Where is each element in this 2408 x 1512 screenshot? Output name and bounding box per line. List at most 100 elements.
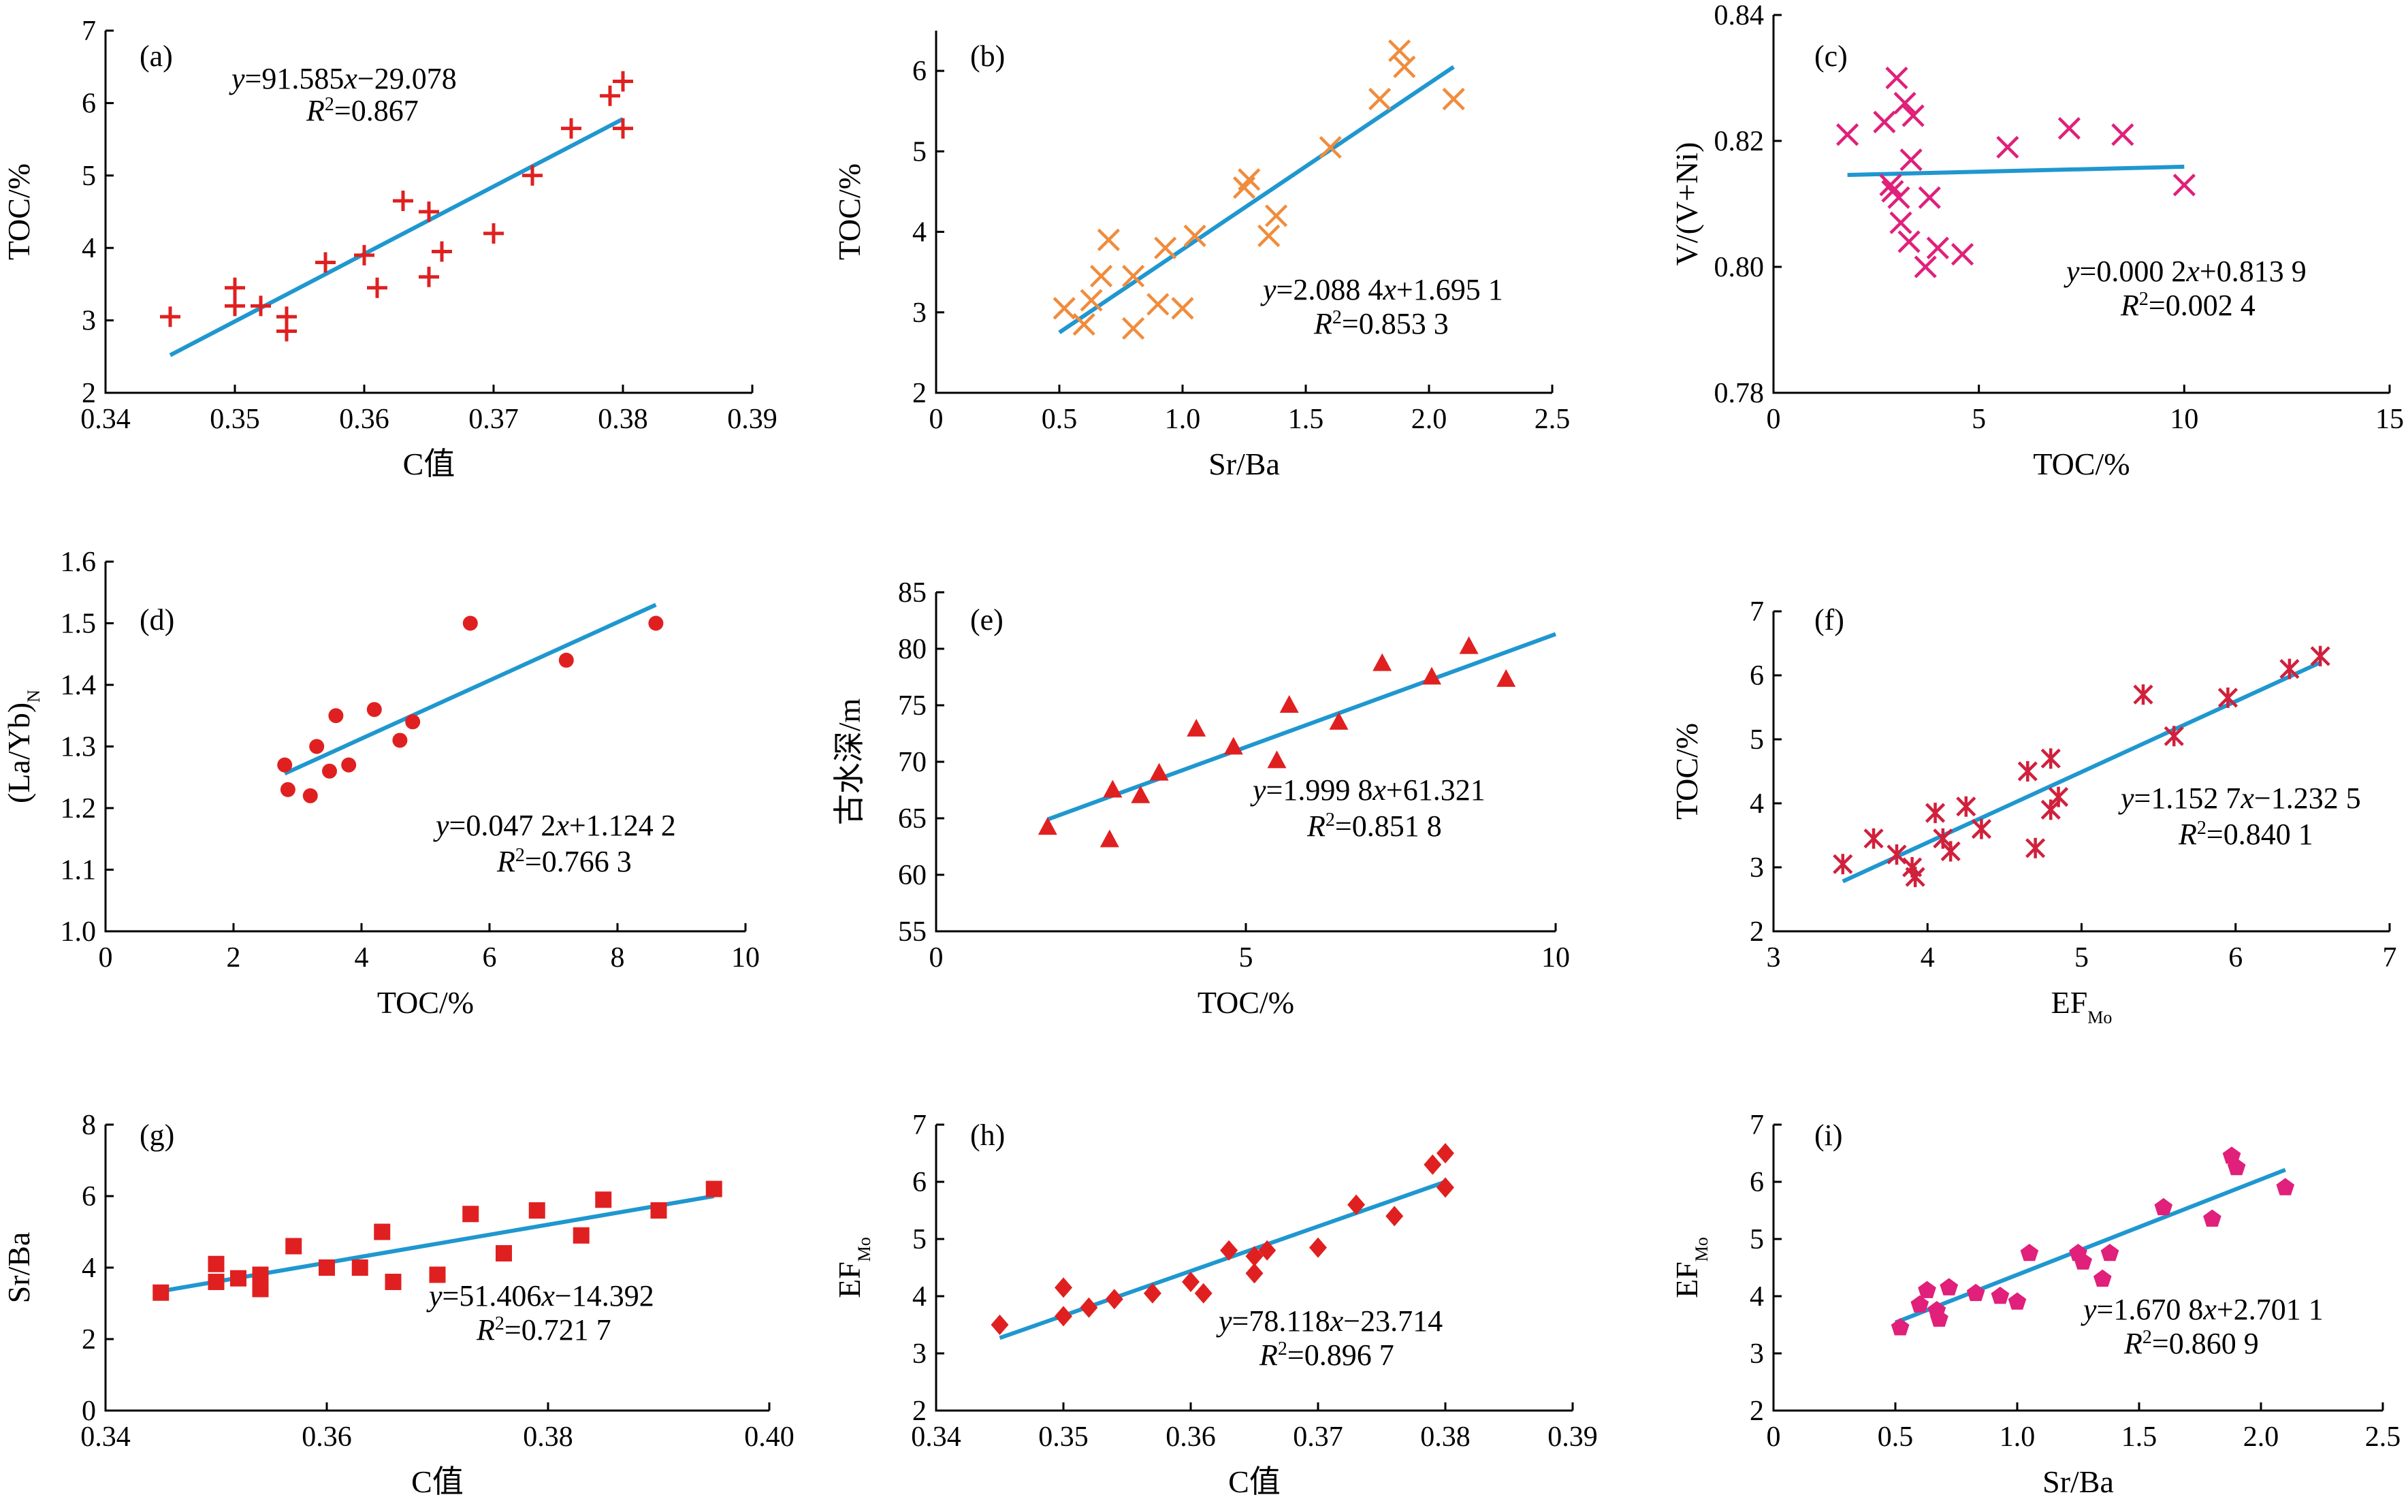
y-tick-label-d: 1.4: [61, 670, 97, 701]
data-point-g: [252, 1281, 269, 1298]
data-point-h: [1080, 1297, 1098, 1318]
data-point-h: [1309, 1237, 1327, 1258]
fit-line-d: [283, 602, 657, 776]
data-point-g: [429, 1266, 446, 1283]
data-point-b: [1154, 236, 1177, 259]
data-point-c: [1926, 236, 1949, 259]
x-tick-label-b: 1.5: [1288, 404, 1324, 435]
data-point-i: [2227, 1158, 2246, 1176]
x-tick-label-i: 2.5: [2365, 1421, 2401, 1453]
y-axis-label-a: TOC/%: [1, 163, 36, 260]
data-point-c: [1887, 186, 1910, 209]
x-tick-label-g: 0.34: [80, 1421, 131, 1453]
data-point-f: [1956, 796, 1976, 817]
x-axis-label-h: C值: [1228, 1464, 1281, 1499]
x-axis-label-c: TOC/%: [2033, 447, 2130, 481]
x-tick-label-c: 0: [1767, 404, 1781, 435]
data-point-b: [1183, 224, 1206, 248]
data-point-h: [1220, 1240, 1238, 1261]
data-point-i: [1910, 1295, 1929, 1313]
r2-d: R2=0.766 3: [496, 845, 632, 879]
data-point-b: [1072, 312, 1095, 336]
y-tick-label-h: 7: [912, 1110, 927, 1141]
data-point-h: [1245, 1263, 1264, 1284]
y-tick-label-a: 2: [82, 378, 96, 409]
y-axis-label-h: EFMo: [832, 1237, 874, 1298]
x-tick-label-d: 2: [227, 942, 241, 974]
y-tick-label-d: 1.0: [61, 916, 97, 948]
data-point-h: [1055, 1277, 1072, 1298]
y-tick-label-f: 4: [1750, 788, 1764, 820]
data-point-h: [1436, 1177, 1454, 1198]
y-tick-label-i: 5: [1750, 1224, 1764, 1255]
data-point-d: [280, 782, 295, 797]
data-point-c: [1889, 211, 1912, 234]
y-tick-label-e: 55: [898, 916, 927, 948]
y-tick-label-c: 0.82: [1714, 126, 1765, 157]
data-point-i: [2074, 1252, 2092, 1270]
x-tick-label-g: 0.38: [523, 1421, 573, 1453]
data-point-c: [2057, 116, 2081, 140]
data-point-e: [1103, 779, 1123, 798]
x-axis-label-b: Sr/Ba: [1208, 447, 1280, 481]
data-point-g: [374, 1223, 391, 1240]
y-tick-label-f: 6: [1750, 660, 1764, 692]
y-tick-label-h: 6: [912, 1167, 927, 1198]
x-tick-label-f: 3: [1767, 942, 1781, 974]
x-tick-label-a: 0.36: [339, 404, 389, 435]
data-point-g: [650, 1202, 667, 1219]
data-point-a: [419, 202, 439, 222]
data-point-g: [208, 1274, 225, 1290]
y-tick-label-f: 3: [1750, 852, 1764, 884]
panel-g: (g) y=51.406x−14.392 R2=0.721 7 0.34 0.36…: [1, 1110, 794, 1499]
data-point-c: [1897, 230, 1921, 253]
panel-label-a: (a): [140, 39, 173, 73]
data-point-i: [2203, 1209, 2221, 1227]
data-point-b: [1171, 297, 1194, 320]
y-tick-label-a: 3: [82, 306, 96, 337]
data-point-h: [1105, 1289, 1123, 1310]
data-point-b: [1122, 317, 1145, 340]
data-point-f: [2279, 658, 2300, 679]
data-point-b: [1053, 297, 1076, 320]
data-point-e: [1422, 666, 1441, 685]
data-point-c: [1951, 242, 1974, 266]
y-tick-label-a: 7: [82, 16, 96, 47]
panel-label-i: (i): [1814, 1119, 1843, 1152]
data-point-a: [613, 118, 633, 139]
y-tick-label-a: 5: [82, 161, 96, 192]
data-point-c: [1873, 110, 1896, 133]
data-point-f: [2025, 837, 2046, 858]
y-tick-label-d: 1.3: [61, 732, 97, 763]
data-point-h: [991, 1315, 1009, 1335]
data-point-d: [405, 714, 421, 730]
x-tick-label-c: 5: [1972, 404, 1986, 435]
data-point-f: [1863, 828, 1884, 849]
x-tick-label-h: 0.39: [1547, 1421, 1598, 1453]
y-tick-label-b: 5: [912, 136, 927, 167]
y-axis-label-i: EFMo: [1669, 1237, 1712, 1298]
x-tick-label-d: 8: [611, 942, 625, 974]
equation-d: y=0.047 2x+1.124 2: [433, 809, 676, 842]
data-point-e: [1149, 762, 1169, 781]
data-point-f: [2133, 684, 2153, 705]
fit-line-b: [1058, 65, 1455, 334]
y-axis-label-d: (La/Yb)N: [1, 690, 44, 803]
y-tick-label-e: 75: [898, 690, 927, 722]
data-point-g: [573, 1227, 590, 1244]
y-tick-label-a: 4: [82, 233, 96, 264]
data-point-f: [2017, 761, 2038, 782]
y-tick-label-d: 1.5: [61, 609, 97, 640]
panel-a: (a) y=91.585x−29.078 R2=0.867 0.34 0.35 0.…: [1, 16, 777, 481]
data-point-i: [1930, 1309, 1948, 1327]
data-point-b: [1387, 39, 1411, 63]
data-point-h: [1385, 1206, 1404, 1227]
y-tick-label-c: 0.84: [1714, 0, 1765, 31]
equation-a: y=91.585x−29.078: [229, 62, 457, 95]
x-tick-label-b: 0.5: [1042, 404, 1078, 435]
data-point-a: [483, 223, 504, 244]
data-point-a: [354, 244, 374, 266]
data-point-a: [367, 277, 387, 298]
data-point-a: [613, 71, 633, 92]
data-point-a: [393, 191, 413, 212]
